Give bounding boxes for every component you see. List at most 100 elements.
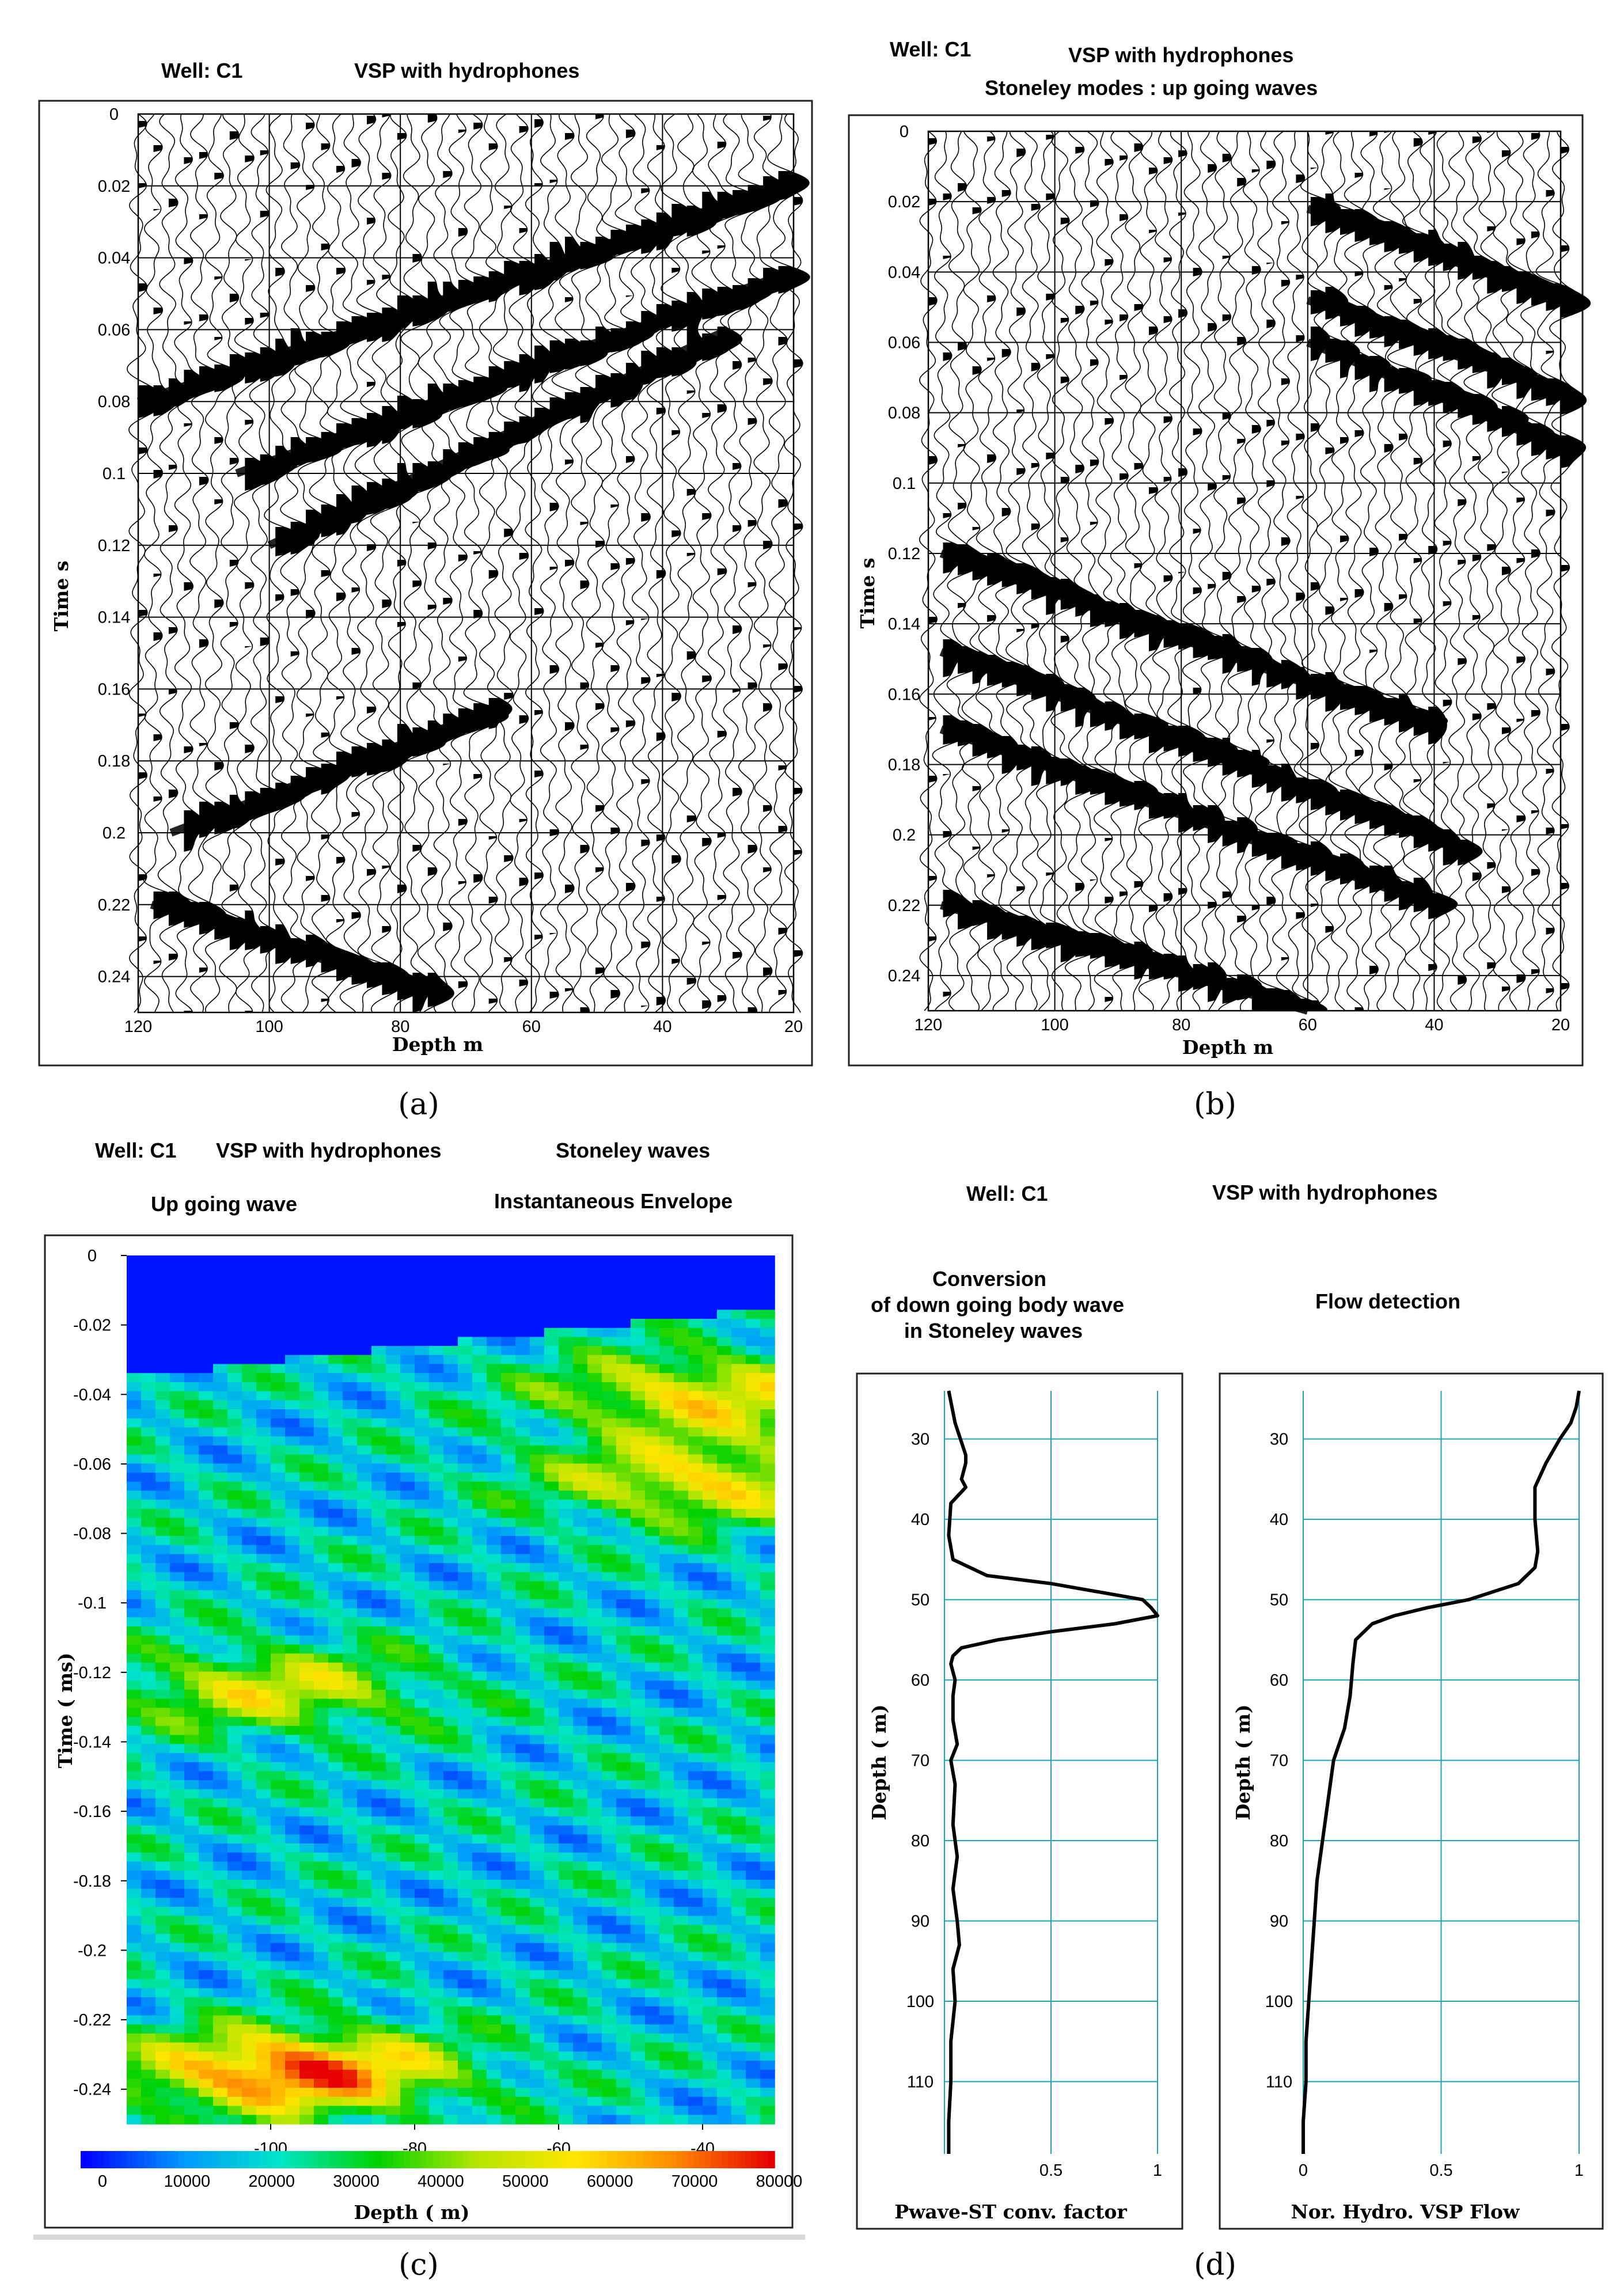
heatmap-cell (602, 1382, 617, 1392)
heatmap-cell (688, 1490, 703, 1500)
heatmap-cell (256, 1780, 271, 1790)
heatmap-cell (487, 1545, 502, 1555)
heatmap-cell (703, 1427, 718, 1437)
heatmap-cell (285, 1427, 300, 1437)
heatmap-cell (616, 1518, 631, 1527)
heatmap-cell (530, 1979, 545, 1989)
colorbar-segment (231, 2151, 237, 2168)
heatmap-cell (559, 1888, 574, 1899)
heatmap-cell (631, 1843, 646, 1853)
heatmap-cell (703, 1445, 718, 1455)
heatmap-cell (199, 1943, 214, 1953)
heatmap-cell (760, 1907, 775, 1917)
heatmap-cell (443, 1762, 458, 1772)
heatmap-cell (602, 1635, 617, 1645)
heatmap-cell (242, 2096, 257, 2107)
heatmap-cell (760, 1337, 775, 1346)
heatmap-cell (127, 1915, 142, 1926)
heatmap-cell (127, 1563, 142, 1573)
heatmap-cell (602, 1907, 617, 1917)
heatmap-cell (429, 1382, 444, 1392)
heatmap-cell (213, 1780, 228, 1790)
heatmap-cell (515, 1291, 530, 1302)
heatmap-cell (515, 1943, 530, 1953)
panel-d-well: Well: C1 (966, 1182, 1048, 1205)
heatmap-cell (127, 1807, 142, 1817)
heatmap-cell (472, 1635, 487, 1645)
heatmap-cell (429, 1572, 444, 1582)
heatmap-cell (271, 1527, 286, 1537)
heatmap-cell (170, 1626, 185, 1636)
heatmap-cell (616, 1753, 631, 1763)
heatmap-cell (443, 1735, 458, 1744)
heatmap-cell (602, 1545, 617, 1555)
heatmap-cell (371, 1789, 386, 1799)
heatmap-cell (688, 2033, 703, 2043)
heatmap-cell (199, 2078, 214, 2088)
heatmap-cell (285, 1599, 300, 1609)
heatmap-cell (487, 1518, 502, 1527)
heatmap-cell (674, 1382, 689, 1392)
heatmap-cell (746, 1319, 761, 1329)
heatmap-cell (155, 1264, 170, 1274)
heatmap-cell (343, 1861, 358, 1871)
heatmap-cell (213, 1608, 228, 1618)
heatmap-cell (256, 1264, 271, 1274)
right-y-tick-label: 90 (1270, 1913, 1288, 1931)
heatmap-cell (717, 1310, 732, 1319)
heatmap-cell (285, 1925, 300, 1934)
heatmap-cell (573, 1626, 588, 1636)
heatmap-cell (659, 1708, 674, 1717)
heatmap-cell (616, 1608, 631, 1618)
heatmap-cell (213, 1400, 228, 1410)
heatmap-cell (501, 1391, 516, 1401)
heatmap-cell (141, 1834, 156, 1844)
heatmap-cell (487, 1481, 502, 1492)
heatmap-cell (314, 1545, 329, 1555)
heatmap-cell (170, 1337, 185, 1346)
heatmap-cell (487, 1852, 502, 1862)
left-y-tick-label: 50 (911, 1591, 929, 1610)
heatmap-cell (501, 1943, 516, 1953)
heatmap-cell (573, 1653, 588, 1663)
heatmap-cell (242, 1527, 257, 1537)
heatmap-cell (343, 1898, 358, 1907)
heatmap-cell (227, 2078, 242, 2088)
heatmap-cell (559, 1834, 574, 1844)
heatmap-cell (559, 2096, 574, 2107)
heatmap-cell (242, 1915, 257, 1926)
heatmap-cell (487, 2088, 502, 2097)
heatmap-cell (415, 1364, 430, 1374)
heatmap-cell (213, 2042, 228, 2053)
heatmap-cell (674, 1807, 689, 1817)
heatmap-cell (371, 1581, 386, 1591)
heatmap-cell (386, 1400, 401, 1410)
heatmap-cell (127, 1445, 142, 1455)
heatmap-cell (530, 1590, 545, 1600)
colorbar-segment (86, 2151, 93, 2168)
heatmap-cell (314, 2078, 329, 2088)
heatmap-cell (573, 1536, 588, 1546)
heatmap-cell (616, 2015, 631, 2025)
heatmap-cell (631, 1771, 646, 1781)
heatmap-cell (242, 1427, 257, 1437)
heatmap-cell (155, 1988, 170, 1998)
heatmap-cell (602, 2042, 617, 2053)
heatmap-cell (515, 2106, 530, 2116)
heatmap-cell (472, 2078, 487, 2088)
heatmap-cell (314, 1617, 329, 1627)
heatmap-cell (256, 1861, 271, 1871)
heatmap-cell (472, 2051, 487, 2061)
heatmap-cell (688, 1681, 703, 1690)
heatmap-cell (155, 2033, 170, 2043)
heatmap-cell (343, 1644, 358, 1654)
heatmap-cell (731, 1536, 746, 1546)
heatmap-cell (674, 1273, 689, 1283)
heatmap-cell (760, 1879, 775, 1890)
heatmap-cell (688, 1662, 703, 1672)
heatmap-cell (400, 1300, 415, 1310)
heatmap-cell (501, 1807, 516, 1817)
heatmap-cell (400, 1454, 415, 1465)
heatmap-cell (386, 1681, 401, 1690)
heatmap-cell (458, 2096, 473, 2107)
